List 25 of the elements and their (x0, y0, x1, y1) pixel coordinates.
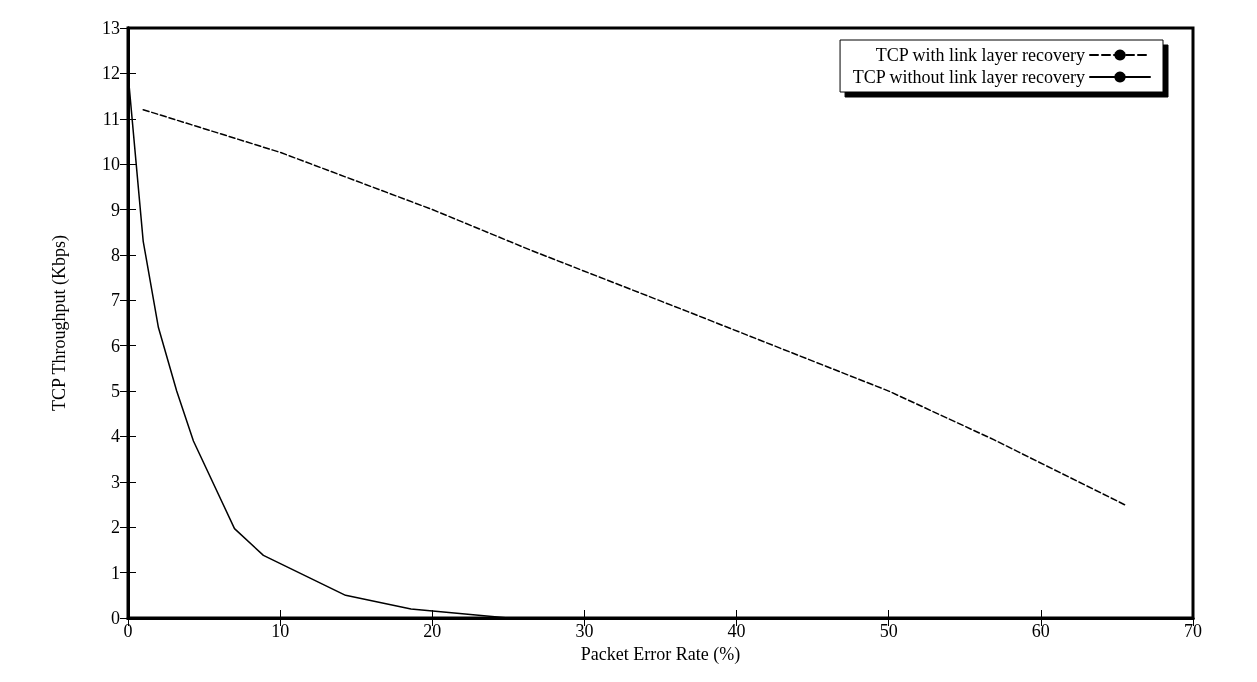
legend-label: TCP without link layer recovery (852, 67, 1085, 87)
y-tick-label: 5 (111, 381, 120, 402)
x-tick-label: 20 (423, 621, 442, 641)
y-tick-label: 7 (111, 290, 120, 311)
x-tick-label: 60 (1031, 621, 1050, 641)
y-tick-label: 12 (102, 63, 120, 84)
x-tick-label: 50 (879, 621, 898, 641)
y-tick-label: 13 (102, 18, 120, 38)
x-tick-label: 70 (1184, 621, 1202, 641)
y-tick-label: 2 (111, 517, 120, 538)
y-tick-label: 0 (111, 608, 120, 628)
y-tick-label: 10 (102, 154, 120, 175)
x-tick-label: 30 (575, 621, 594, 641)
x-tick-label: 40 (727, 621, 746, 641)
y-tick-label: 8 (111, 244, 120, 265)
x-tick-label: 10 (271, 621, 290, 641)
y-tick-label: 4 (111, 426, 120, 447)
y-tick-label: 1 (111, 562, 120, 583)
y-tick-label: 11 (102, 108, 120, 129)
legend-label: TCP with link layer recovery (875, 45, 1085, 65)
y-tick-label: 6 (111, 335, 120, 356)
y-tick-label: 9 (111, 199, 120, 220)
y-axis-title: TCP Throughput (Kbps) (49, 234, 70, 412)
y-tick-label: 3 (111, 471, 120, 492)
x-axis-title: Packet Error Rate (%) (580, 643, 741, 665)
